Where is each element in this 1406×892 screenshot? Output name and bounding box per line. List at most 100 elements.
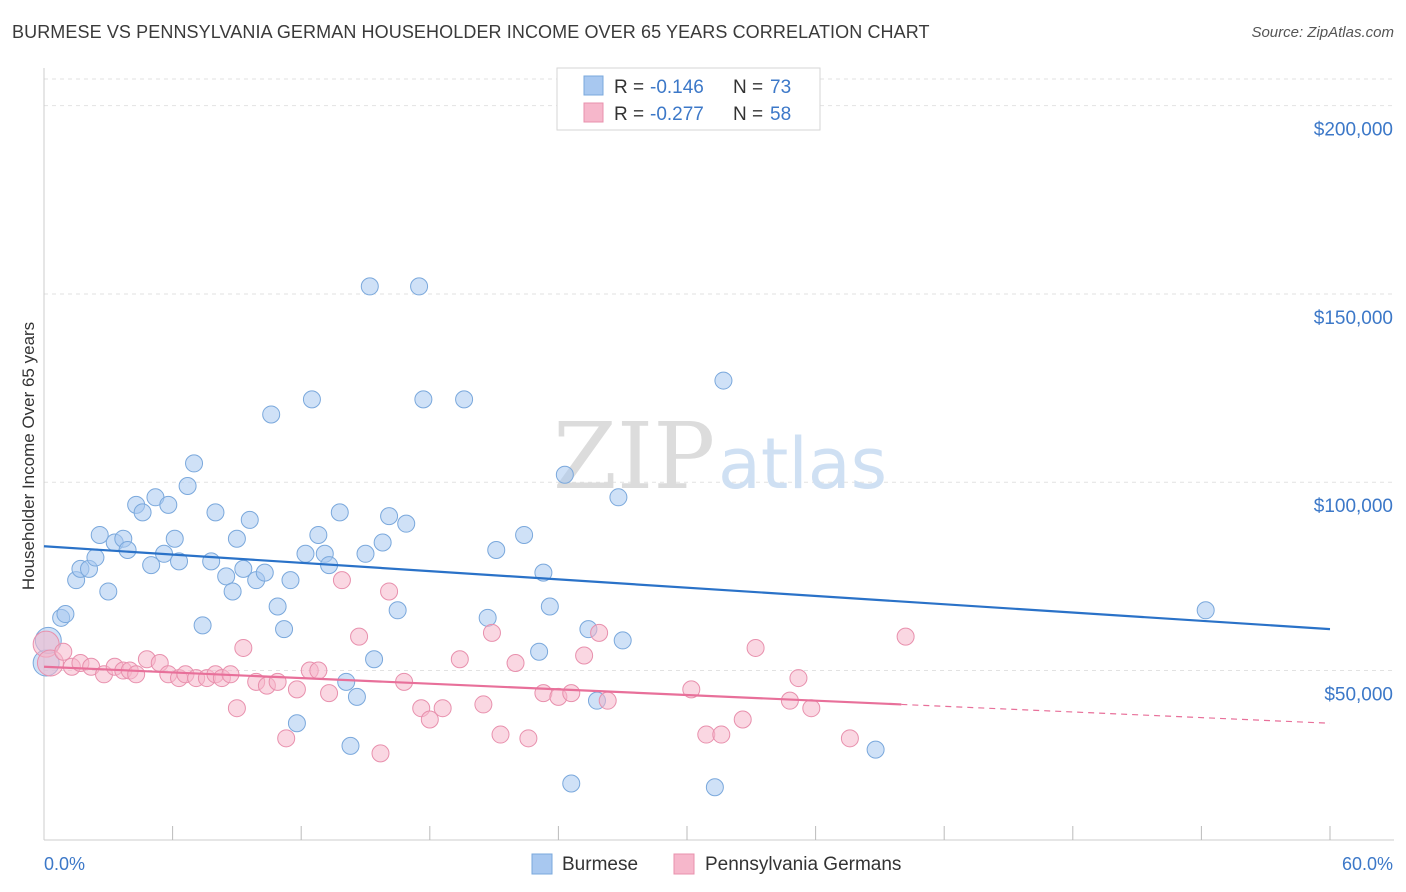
point-penn-german	[332, 571, 351, 590]
x-tick-labels: 0.0% 60.0%	[44, 854, 1393, 874]
point-burmese	[223, 582, 242, 601]
point-penn-german	[474, 695, 493, 714]
point-burmese	[609, 488, 628, 507]
point-burmese	[302, 390, 321, 409]
point-penn-german	[802, 699, 821, 718]
point-burmese	[133, 503, 152, 522]
axes	[43, 68, 1394, 841]
stats-n-label: N =	[733, 104, 763, 125]
y-tick-labels: $50,000 $100,000 $150,000 $200,000	[1314, 120, 1393, 706]
point-penn-german	[712, 725, 731, 744]
point-burmese	[714, 371, 733, 390]
point-penn-german	[746, 638, 765, 657]
point-burmese	[487, 541, 506, 560]
point-burmese	[99, 582, 118, 601]
point-burmese	[227, 529, 246, 548]
point-burmese	[90, 525, 109, 544]
trend-line-burmese	[43, 545, 1331, 631]
stats-r-value: -0.277	[650, 104, 704, 125]
point-burmese	[296, 544, 315, 563]
stats-n-value: 73	[770, 77, 791, 98]
point-penn-german	[575, 646, 594, 665]
point-burmese	[165, 529, 184, 548]
point-burmese	[281, 571, 300, 590]
y-tick-label: $200,000	[1314, 120, 1393, 141]
legend-swatch-penn-germans	[673, 853, 695, 875]
source-label: Source: ZipAtlas.com	[1251, 24, 1394, 41]
point-burmese	[530, 642, 549, 661]
point-penn-german	[54, 642, 73, 661]
point-burmese	[330, 503, 349, 522]
point-burmese	[540, 597, 559, 616]
point-burmese	[365, 650, 384, 669]
stats-legend-swatch-penn-germans	[583, 102, 604, 123]
point-burmese	[515, 525, 534, 544]
point-burmese	[380, 507, 399, 526]
point-burmese	[534, 563, 553, 582]
point-burmese	[410, 277, 429, 296]
point-penn-german	[127, 665, 146, 684]
point-penn-german	[590, 623, 609, 642]
chart-title: BURMESE VS PENNSYLVANIA GERMAN HOUSEHOLD…	[12, 22, 930, 42]
point-penn-german	[506, 654, 525, 673]
point-burmese	[206, 503, 225, 522]
point-penn-german	[287, 680, 306, 699]
point-penn-german	[450, 650, 469, 669]
point-burmese	[234, 559, 253, 578]
stats-legend: R = -0.146 N = 73 R = -0.277 N = 58	[556, 67, 821, 131]
point-penn-german	[371, 744, 390, 763]
point-penn-german	[896, 627, 915, 646]
point-burmese	[56, 605, 75, 624]
point-burmese	[217, 567, 236, 586]
point-burmese	[262, 405, 281, 424]
point-burmese	[185, 454, 204, 473]
y-tick-label: $100,000	[1314, 496, 1393, 517]
point-penn-german	[789, 669, 808, 688]
trend-line-penn-germans-extension	[901, 703, 1331, 724]
point-penn-german	[733, 710, 752, 729]
point-burmese	[373, 533, 392, 552]
point-burmese	[118, 541, 137, 560]
trend-lines	[43, 545, 1331, 724]
stats-legend-swatch-burmese	[583, 75, 604, 96]
point-burmese	[562, 774, 581, 793]
point-penn-german	[234, 638, 253, 657]
point-penn-german	[320, 684, 339, 703]
point-burmese	[86, 548, 105, 567]
point-burmese	[613, 631, 632, 650]
point-burmese	[240, 510, 259, 529]
point-penn-german	[482, 623, 501, 642]
point-burmese	[275, 620, 294, 639]
point-penn-german	[309, 661, 328, 680]
stats-r-label: R =	[614, 77, 644, 98]
point-burmese	[388, 601, 407, 620]
point-penn-german	[534, 684, 553, 703]
point-burmese	[414, 390, 433, 409]
y-tick-label: $150,000	[1314, 308, 1393, 329]
data-points	[32, 277, 1215, 797]
point-penn-german	[380, 582, 399, 601]
point-penn-german	[350, 627, 369, 646]
bottom-legend: Burmese Pennsylvania Germans	[531, 853, 901, 875]
point-penn-german	[598, 691, 617, 710]
point-penn-german	[227, 699, 246, 718]
point-burmese	[455, 390, 474, 409]
watermark-atlas: atlas	[718, 423, 887, 505]
legend-label-burmese: Burmese	[562, 854, 638, 875]
point-burmese	[347, 687, 366, 706]
trend-line-penn-germans	[43, 665, 902, 706]
y-tick-label: $50,000	[1324, 685, 1393, 706]
point-burmese	[202, 552, 221, 571]
y-axis-title: Householder Income Over 65 years	[19, 322, 38, 590]
stats-n-label: N =	[733, 77, 763, 98]
point-burmese	[478, 608, 497, 627]
point-burmese	[159, 495, 178, 514]
legend-swatch-burmese	[531, 853, 553, 875]
point-burmese	[268, 597, 287, 616]
point-burmese	[555, 465, 574, 484]
legend-label-penn-germans: Pennsylvania Germans	[705, 854, 901, 875]
point-penn-german	[519, 729, 538, 748]
point-burmese	[142, 556, 161, 575]
x-tick-label: 60.0%	[1342, 854, 1393, 874]
stats-n-value: 58	[770, 104, 791, 125]
